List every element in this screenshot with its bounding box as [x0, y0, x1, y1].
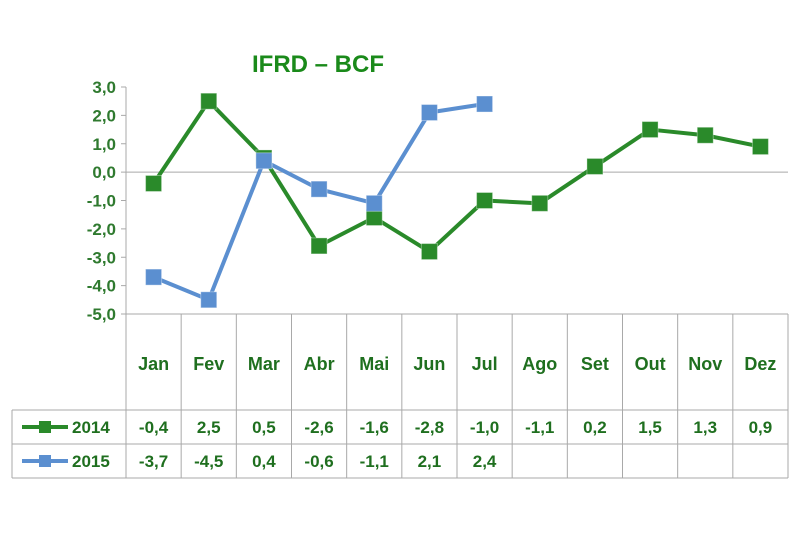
data-cell: -1,6: [360, 418, 389, 437]
y-tick-label: 1,0: [92, 135, 116, 154]
data-cell: -1,0: [470, 418, 499, 437]
data-point-2014: [641, 121, 659, 139]
data-cell: -2,8: [415, 418, 444, 437]
data-point-2015: [310, 180, 328, 198]
data-point-2015: [255, 152, 273, 170]
data-cell: 0,2: [583, 418, 607, 437]
category-label: Mar: [248, 354, 280, 374]
y-tick-label: -5,0: [87, 305, 116, 324]
data-cell: -3,7: [139, 452, 168, 471]
category-label: Jan: [138, 354, 169, 374]
data-cell: 2,5: [197, 418, 221, 437]
data-cell: 1,5: [638, 418, 662, 437]
data-cell: 0,4: [252, 452, 276, 471]
data-point-2015: [145, 268, 163, 286]
y-tick-label: -4,0: [87, 277, 116, 296]
category-label: Jun: [413, 354, 445, 374]
data-point-2014: [586, 157, 604, 175]
data-point-2014: [365, 209, 383, 227]
data-point-2014: [200, 92, 218, 110]
data-point-2014: [420, 243, 438, 261]
y-tick-label: 3,0: [92, 78, 116, 97]
data-point-2015: [365, 194, 383, 212]
y-tick-label: -3,0: [87, 248, 116, 267]
data-cell: 2,1: [418, 452, 442, 471]
category-label: Mai: [359, 354, 389, 374]
legend-key-marker: [39, 455, 51, 467]
data-point-2014: [310, 237, 328, 255]
data-cell: 1,3: [693, 418, 717, 437]
legend-entry: 2014: [72, 418, 110, 437]
data-cell: -0,4: [139, 418, 169, 437]
data-cell: 0,5: [252, 418, 276, 437]
data-point-2015: [200, 291, 218, 309]
legend-key-marker: [39, 421, 51, 433]
category-label: Abr: [304, 354, 335, 374]
y-tick-label: 0,0: [92, 163, 116, 182]
data-cell: 2,4: [473, 452, 497, 471]
data-cell: -1,1: [360, 452, 389, 471]
chart-title: IFRD – BCF: [252, 51, 384, 78]
data-point-2014: [145, 174, 163, 192]
category-label: Jul: [472, 354, 498, 374]
data-point-2015: [420, 104, 438, 122]
series-line-2015: [152, 102, 485, 302]
data-point-2014: [751, 138, 769, 156]
category-label: Ago: [522, 354, 557, 374]
legend-entry: 2015: [72, 452, 110, 471]
category-label: Dez: [744, 354, 776, 374]
y-tick-label: 2,0: [92, 106, 116, 125]
category-label: Fev: [193, 354, 224, 374]
data-point-2014: [696, 126, 714, 144]
category-label: Set: [581, 354, 609, 374]
data-cell: -2,6: [304, 418, 333, 437]
data-cell: -1,1: [525, 418, 554, 437]
category-label: Out: [635, 354, 666, 374]
data-point-2014: [476, 192, 494, 209]
data-cell: -0,6: [304, 452, 333, 471]
series-line-2014: [151, 99, 761, 254]
y-tick-label: -2,0: [87, 220, 116, 239]
data-cell: 0,9: [749, 418, 773, 437]
y-tick-label: -1,0: [87, 192, 116, 211]
data-cell: -4,5: [194, 452, 223, 471]
data-point-2014: [531, 194, 549, 212]
category-label: Nov: [688, 354, 722, 374]
data-point-2015: [476, 95, 494, 113]
